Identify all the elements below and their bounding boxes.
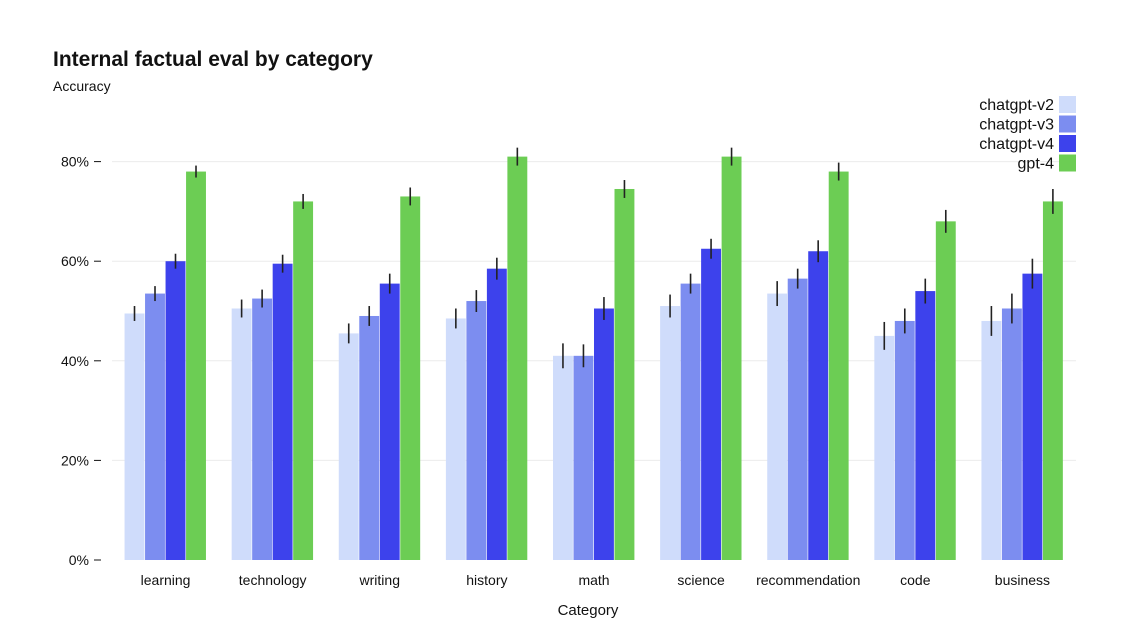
legend: chatgpt-v2 chatgpt-v3 chatgpt-v4 gpt-4 — [979, 96, 1076, 173]
x-tick-label: technology — [239, 572, 307, 588]
bar — [553, 355, 573, 560]
y-tick-label: 20% — [61, 452, 89, 468]
bar — [594, 308, 614, 560]
y-tick-label: 40% — [61, 353, 89, 369]
bar — [935, 221, 956, 561]
y-tick-label: 80% — [61, 154, 89, 170]
bar — [379, 283, 400, 560]
bar — [338, 333, 359, 560]
bar — [1022, 273, 1043, 560]
bars — [124, 147, 1063, 561]
bar — [874, 335, 895, 560]
legend-label: chatgpt-v2 — [979, 97, 1054, 114]
x-axis-label: Category — [558, 602, 619, 619]
y-tick-label: 60% — [61, 253, 89, 269]
bar — [981, 320, 1002, 560]
bar — [466, 301, 487, 560]
bar — [359, 315, 380, 560]
bar — [573, 355, 594, 560]
bar — [828, 171, 849, 560]
bar — [400, 196, 421, 560]
bar — [767, 293, 788, 560]
legend-swatch — [1059, 115, 1076, 133]
legend-swatch — [1059, 154, 1076, 172]
bar — [445, 318, 466, 560]
x-tick-label: science — [677, 572, 725, 588]
bar — [252, 298, 273, 560]
bar — [680, 283, 701, 560]
x-tick-label: writing — [359, 572, 400, 588]
bar — [124, 313, 145, 560]
legend-label: chatgpt-v3 — [979, 117, 1054, 134]
bar — [614, 188, 635, 561]
y-tick-label: 0% — [69, 552, 89, 568]
x-tick-label: recommendation — [756, 572, 860, 588]
bar — [145, 293, 165, 560]
x-tick-label: learning — [141, 572, 191, 588]
bar — [165, 261, 186, 560]
legend-label: gpt-4 — [1018, 156, 1055, 173]
bar — [787, 278, 808, 560]
bar — [894, 320, 915, 560]
bar — [486, 268, 507, 560]
bar — [1042, 201, 1063, 560]
x-tick-label: business — [995, 572, 1050, 588]
x-axis: learning technology writing history math scie… — [141, 572, 1050, 588]
legend-label: chatgpt-v4 — [979, 136, 1054, 153]
legend-swatch — [1059, 135, 1076, 152]
bar — [701, 248, 722, 560]
x-tick-label: history — [466, 572, 507, 588]
bar — [231, 308, 252, 560]
bar — [660, 306, 681, 560]
bar — [808, 251, 829, 561]
y-axis: 0% 20% 40% 60% 80% — [61, 154, 101, 568]
bar — [272, 263, 293, 560]
y-axis-label: Accuracy — [53, 78, 111, 94]
bar — [293, 201, 314, 560]
legend-swatch — [1059, 96, 1076, 113]
x-tick-label: code — [900, 572, 931, 588]
bar — [507, 156, 528, 560]
bar — [1001, 308, 1022, 560]
bar — [186, 171, 206, 560]
x-tick-label: math — [578, 572, 609, 588]
bar — [721, 156, 742, 560]
bar — [915, 291, 936, 560]
chart-title: Internal factual eval by category — [53, 48, 373, 71]
